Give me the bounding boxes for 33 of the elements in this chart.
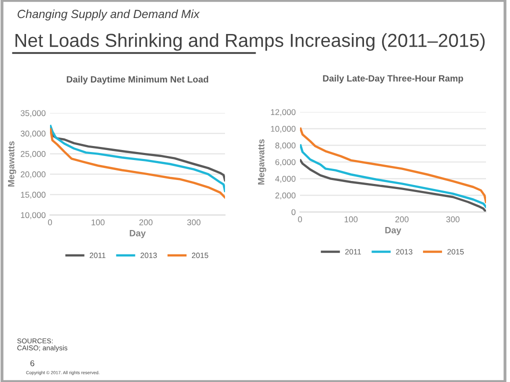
x-axis-title: Day	[130, 230, 146, 238]
y-tick-label: 12,000	[270, 109, 296, 116]
y-tick-label: 15,000	[20, 192, 46, 199]
x-tick-label: 100	[344, 216, 358, 222]
line-series	[300, 159, 486, 212]
y-tick-label: 2,000	[275, 192, 296, 200]
y-axis-title: Megawatts	[258, 139, 266, 184]
y-tick-label: 4,000	[275, 176, 296, 183]
x-tick-label: 0	[298, 216, 302, 222]
y-tick-label: 10,000	[270, 126, 296, 133]
x-tick-label: 100	[92, 219, 105, 226]
y-tick-label: 30,000	[20, 130, 46, 138]
x-tick-label: 200	[395, 216, 409, 222]
y-axis-title: Megawatts	[8, 141, 16, 186]
text: Net Loads Shrinking and Ramps Increasing (2011–2015)	[16, 33, 485, 51]
y-tick-label: 20,000	[20, 171, 46, 178]
y-tick-label: 8,000	[275, 142, 296, 150]
x-tick-label: 0	[48, 219, 52, 226]
y-tick-label: 25,000	[20, 151, 46, 158]
chart-title: Daily Daytime Minimum Net Load	[66, 76, 208, 84]
y-tick-label: 0	[292, 209, 296, 216]
y-tick-label: 10,000	[20, 212, 46, 220]
y-tick-label: 35,000	[20, 110, 46, 118]
line-series	[300, 144, 486, 208]
x-tick-label: 300	[187, 219, 200, 226]
line-series	[300, 128, 486, 204]
chart-title: Daily Late-Day Three-Hour Ramp	[323, 74, 464, 84]
x-tick-label: 200	[139, 219, 153, 226]
text: 6	[30, 360, 34, 366]
x-axis-title: Day	[385, 227, 402, 236]
text: Changing Supply and Demand Mix	[18, 10, 200, 20]
y-tick-label: 6,000	[275, 159, 296, 166]
x-tick-label: 300	[446, 216, 460, 222]
